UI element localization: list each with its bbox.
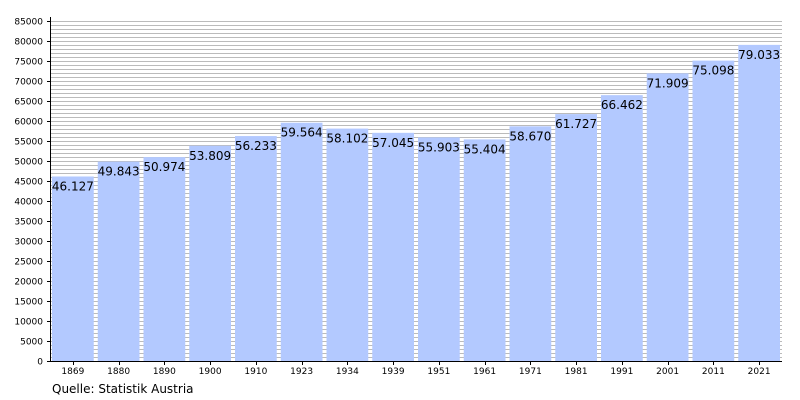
y-tick-label: 20000 xyxy=(14,278,43,288)
y-tick-label: 10000 xyxy=(14,318,43,328)
x-tick-label: 1869 xyxy=(61,367,84,377)
y-tick-label: 50000 xyxy=(14,158,43,168)
y-tick-label: 0 xyxy=(37,358,43,368)
y-tick-label: 35000 xyxy=(14,218,43,228)
bar-1900 xyxy=(189,145,231,361)
bar-1991 xyxy=(601,95,643,361)
bar-1910 xyxy=(235,136,277,361)
y-tick-label: 55000 xyxy=(14,138,43,148)
y-tick-label: 40000 xyxy=(14,198,43,208)
x-tick-label: 1939 xyxy=(382,367,405,377)
value-label: 71.909 xyxy=(647,76,689,90)
value-label: 56.233 xyxy=(235,139,277,153)
axes xyxy=(50,17,782,362)
value-label: 49.843 xyxy=(98,165,140,179)
x-tick-label: 2001 xyxy=(656,367,679,377)
bar-1971 xyxy=(509,126,552,361)
bar-2011 xyxy=(692,60,735,361)
x-tick-label: 2021 xyxy=(748,367,771,377)
bar-1961 xyxy=(463,139,506,361)
value-label: 57.045 xyxy=(372,136,414,150)
y-tick-label: 45000 xyxy=(14,178,43,188)
value-labels: 46.127 49.843 50.974 53.809 56.233 59.564 58.1… xyxy=(52,48,780,194)
x-tick-label: 1971 xyxy=(519,367,542,377)
y-tick-label: 65000 xyxy=(14,98,43,108)
value-label: 79.033 xyxy=(738,48,780,62)
value-label: 66.462 xyxy=(601,98,643,112)
bar-1890 xyxy=(143,157,186,361)
x-tick-label: 1890 xyxy=(153,367,176,377)
bar-1869 xyxy=(52,176,94,361)
value-label: 59.564 xyxy=(281,126,323,140)
value-label: 53.809 xyxy=(189,149,231,163)
x-tick-label: 1961 xyxy=(473,367,496,377)
x-tick-label: 1900 xyxy=(199,367,222,377)
y-tick-label: 75000 xyxy=(14,58,43,68)
x-tick-label: 2011 xyxy=(702,367,725,377)
x-tick-label: 1981 xyxy=(565,367,588,377)
y-tick-label: 5000 xyxy=(20,338,43,348)
bar-2021 xyxy=(738,44,780,361)
value-label: 50.974 xyxy=(143,160,185,174)
value-label: 58.102 xyxy=(326,132,368,146)
x-tick-label: 1951 xyxy=(427,367,450,377)
source-note: Quelle: Statistik Austria xyxy=(52,382,194,396)
bar-1934 xyxy=(326,128,369,361)
value-label: 55.903 xyxy=(418,140,460,154)
y-tick-label: 30000 xyxy=(14,238,43,248)
y-axis-ticks: 0 5000 10000 15000 20000 25000 30000 35000 40000… xyxy=(14,18,50,368)
bar-1939 xyxy=(372,132,414,361)
bar-1880 xyxy=(97,161,140,361)
bars xyxy=(52,44,780,361)
y-tick-label: 60000 xyxy=(14,118,43,128)
y-tick-label: 85000 xyxy=(14,18,43,28)
value-label: 55.404 xyxy=(464,142,506,156)
x-tick-label: 1934 xyxy=(336,367,359,377)
value-label: 75.098 xyxy=(692,64,734,78)
bar-1981 xyxy=(555,114,597,361)
x-tick-label: 1910 xyxy=(244,367,267,377)
x-tick-label: 1991 xyxy=(610,367,633,377)
y-tick-label: 70000 xyxy=(14,78,43,88)
x-tick-label: 1880 xyxy=(107,367,130,377)
y-tick-label: 80000 xyxy=(14,38,43,48)
bar-1923 xyxy=(280,122,323,361)
x-axis-ticks: 1869 1880 1890 1900 1910 1923 1934 1939 1951 1961… xyxy=(61,361,771,377)
bar-1951 xyxy=(418,137,460,361)
value-label: 58.670 xyxy=(509,129,551,143)
value-label: 61.727 xyxy=(555,117,597,131)
bar-2001 xyxy=(646,73,689,361)
x-tick-label: 1923 xyxy=(290,367,313,377)
y-tick-label: 25000 xyxy=(14,258,43,268)
value-label: 46.127 xyxy=(52,179,94,193)
y-tick-label: 15000 xyxy=(14,298,43,308)
